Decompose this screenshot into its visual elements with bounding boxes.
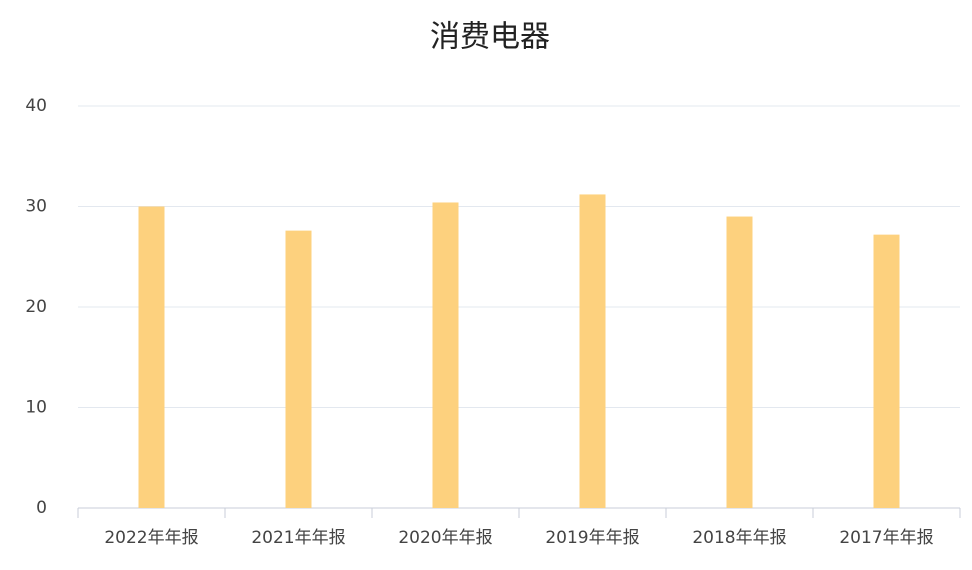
x-tick-label: 2021年年报 xyxy=(251,528,345,548)
bar xyxy=(432,202,459,509)
bar xyxy=(579,194,606,508)
bar xyxy=(873,234,900,508)
chart-title: 消费电器 xyxy=(430,20,550,55)
y-tick-label: 0 xyxy=(36,498,47,518)
x-tick-label: 2020年年报 xyxy=(398,528,492,548)
y-tick-label: 30 xyxy=(25,197,47,217)
y-tick-label: 10 xyxy=(25,398,47,418)
x-tick-label: 2019年年报 xyxy=(545,528,639,548)
x-tick-label: 2022年年报 xyxy=(104,528,198,548)
x-tick-label: 2017年年报 xyxy=(839,528,933,548)
bar xyxy=(285,230,312,508)
y-tick-label: 40 xyxy=(25,96,47,116)
bar xyxy=(726,216,753,509)
bar xyxy=(138,206,165,508)
y-tick-label: 20 xyxy=(25,297,47,317)
x-tick-label: 2018年年报 xyxy=(692,528,786,548)
